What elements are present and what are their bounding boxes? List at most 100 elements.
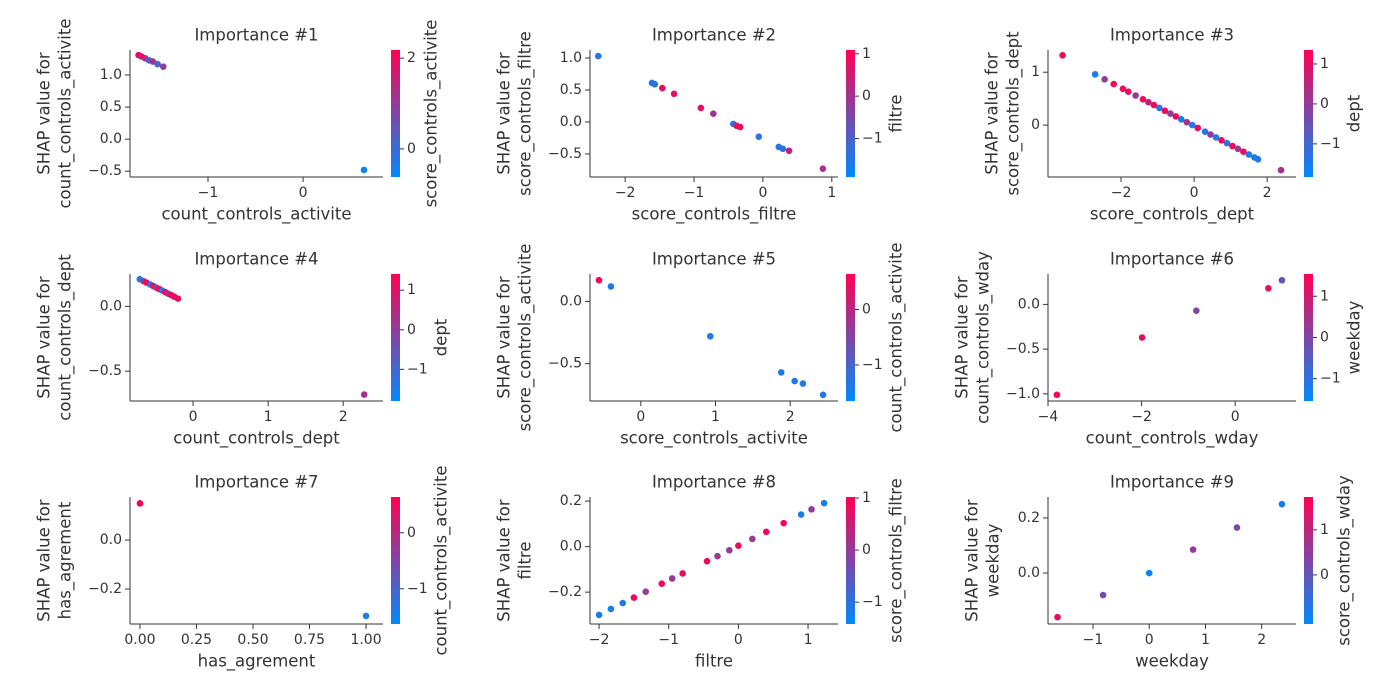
x-tick-label: 0.25 xyxy=(181,632,212,648)
subplot: Importance #3−2 0 201score_controls_deptSH… xyxy=(983,26,1364,225)
point xyxy=(1178,116,1185,123)
point xyxy=(1059,51,1066,59)
y-axis-label: weekday xyxy=(984,523,1003,597)
colorbar-tick-label: −1 xyxy=(862,130,883,146)
point xyxy=(1234,145,1242,153)
x-axis-label: count_controls_dept xyxy=(173,429,340,449)
subplot: Importance #1 −1 0 −0.5 0.0 0.5 1.0 count_contr… xyxy=(35,18,442,224)
y-axis-label: SHAP value for xyxy=(983,52,1002,175)
colorbar-tick-label: 1 xyxy=(1320,288,1329,304)
y-axis-label: SHAP value for xyxy=(495,499,514,622)
y-tick-label: −0.5 xyxy=(548,146,582,162)
x-tick-label: 0 xyxy=(758,185,767,201)
subplot: Importance #70.00 0.25 0.50 0.75 1.00−0.20.0… xyxy=(35,465,452,671)
subplot: Importance #8−2 −1 0 1−0.20.00.2filtreSHAP … xyxy=(495,473,907,671)
point xyxy=(174,295,182,302)
y-tick-label: −1.0 xyxy=(1006,386,1040,402)
point xyxy=(819,165,827,172)
y-tick-label: −0.5 xyxy=(548,356,582,372)
x-tick-label: −2 xyxy=(1131,409,1152,425)
point xyxy=(714,552,721,560)
point xyxy=(1101,76,1108,83)
point xyxy=(710,110,717,117)
point xyxy=(820,499,828,507)
point xyxy=(785,147,793,155)
colorbar-tick-label: 0 xyxy=(862,301,871,317)
colorbar-tick-label: 0 xyxy=(407,322,416,338)
x-tick-label: 1 xyxy=(1201,632,1210,648)
x-tick-label: 0 xyxy=(1190,185,1199,201)
point xyxy=(1099,591,1107,599)
subplot-title: Importance #5 xyxy=(652,250,776,269)
y-tick-label: −0.2 xyxy=(88,581,122,597)
point xyxy=(1132,92,1139,99)
point xyxy=(1233,524,1241,531)
point xyxy=(780,519,787,527)
colorbar-tick-label: −1 xyxy=(862,357,883,373)
point xyxy=(1254,156,1262,163)
x-axis-label: count_controls_activite xyxy=(161,205,351,225)
colorbar-tick-label: 0 xyxy=(862,542,871,558)
x-tick-label: 0.00 xyxy=(124,632,155,648)
y-tick-label: 0.5 xyxy=(560,82,582,98)
y-axis-label: filtre xyxy=(516,541,535,579)
subplot-title: Importance #1 xyxy=(194,26,318,45)
point xyxy=(1167,110,1174,117)
point xyxy=(735,542,742,550)
y-tick-label: 0 xyxy=(1031,117,1040,133)
x-tick-label: −1 xyxy=(198,185,219,201)
y-tick-label: 0.5 xyxy=(100,99,122,115)
subplot-title: Importance #6 xyxy=(1110,250,1234,269)
subplot-title: Importance #3 xyxy=(1110,26,1234,45)
point xyxy=(1183,118,1191,126)
point xyxy=(659,84,666,92)
x-tick-label: 0 xyxy=(189,409,198,425)
subplot-title: Importance #4 xyxy=(194,250,318,269)
colorbar xyxy=(1304,274,1313,401)
point xyxy=(779,145,787,153)
point xyxy=(762,528,770,536)
x-axis-label: score_controls_filtre xyxy=(632,205,797,225)
point xyxy=(1125,88,1132,95)
point xyxy=(1053,391,1061,399)
point xyxy=(1156,104,1163,112)
colorbar-tick-label: −1 xyxy=(1320,136,1341,152)
colorbar-label: dept xyxy=(432,318,451,356)
point xyxy=(1150,101,1158,109)
subplot-title: Importance #9 xyxy=(1110,473,1234,492)
x-tick-label: −2 xyxy=(589,632,610,648)
point xyxy=(136,500,144,507)
subplot: Importance #6 −4 −2 0 −1.0 −0.5 0.0 count_contr… xyxy=(953,250,1364,449)
x-tick-label: 1 xyxy=(711,409,720,425)
x-tick-label: 1.00 xyxy=(350,632,381,648)
colorbar-label: filtre xyxy=(887,94,906,132)
point xyxy=(1188,121,1196,129)
point xyxy=(726,546,733,554)
colorbar xyxy=(391,274,400,401)
point xyxy=(1054,613,1061,621)
point xyxy=(594,52,602,60)
colorbar-tick-label: 0 xyxy=(407,141,416,157)
point xyxy=(1145,98,1152,106)
point xyxy=(1212,134,1220,141)
x-tick-label: 2 xyxy=(339,409,348,425)
point xyxy=(1265,285,1272,292)
colorbar-tick-label: 0 xyxy=(862,88,871,104)
colorbar-label: score_controls_filtre xyxy=(887,478,907,643)
point xyxy=(607,283,615,290)
colorbar-tick-label: −1 xyxy=(407,581,428,597)
y-axis-label: SHAP value for xyxy=(953,276,972,399)
colorbar-tick-label: 1 xyxy=(862,490,871,506)
colorbar-tick-label: 0 xyxy=(1320,330,1329,346)
subplot-title: Importance #8 xyxy=(652,473,776,492)
point xyxy=(1223,139,1231,147)
y-tick-label: 0.0 xyxy=(560,114,582,130)
y-axis-label: has_agrement xyxy=(56,501,76,619)
y-tick-label: 0.2 xyxy=(560,493,582,509)
point xyxy=(362,612,370,620)
colorbar xyxy=(1304,497,1313,624)
point xyxy=(595,276,603,284)
colorbar-tick-label: −1 xyxy=(407,361,428,377)
x-axis-label: filtre xyxy=(695,652,733,671)
